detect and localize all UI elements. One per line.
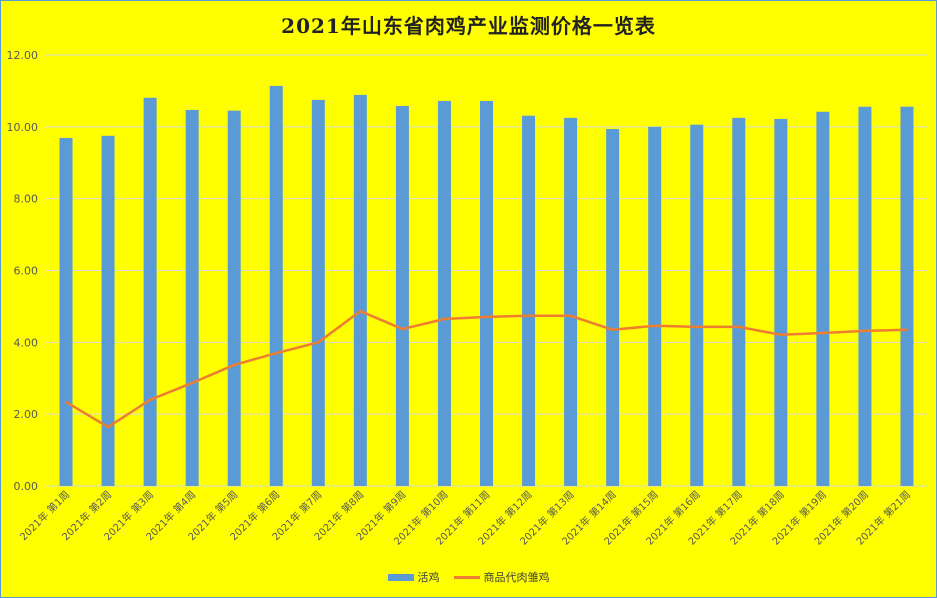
line-point-19 bbox=[821, 331, 825, 335]
y-tick-label: 6.00 bbox=[14, 265, 39, 278]
y-tick-label: 2.00 bbox=[14, 408, 39, 421]
line-point-16 bbox=[695, 325, 698, 329]
legend-swatch-bar bbox=[387, 573, 414, 581]
y-tick-label: 8.00 bbox=[14, 193, 39, 206]
bar-3 bbox=[143, 97, 157, 486]
bar-6 bbox=[269, 85, 283, 486]
bar-2 bbox=[101, 135, 115, 486]
line-point-4 bbox=[190, 381, 194, 385]
line-point-17 bbox=[737, 325, 740, 329]
line-point-2 bbox=[106, 425, 110, 429]
line-point-8 bbox=[359, 309, 362, 313]
legend-swatch-line bbox=[453, 575, 480, 579]
legend-item-chick: 商品代肉雏鸡 bbox=[453, 569, 550, 585]
line-point-1 bbox=[64, 400, 68, 404]
line-point-15 bbox=[653, 324, 656, 328]
line-point-11 bbox=[485, 315, 488, 319]
bar-11 bbox=[480, 100, 493, 487]
bar-15 bbox=[648, 126, 662, 486]
line-point-3 bbox=[148, 398, 152, 401]
line-point-20 bbox=[863, 329, 867, 333]
bar-5 bbox=[227, 110, 241, 486]
bar-14 bbox=[606, 128, 620, 486]
line-point-12 bbox=[527, 314, 530, 317]
y-tick-label: 12.00 bbox=[7, 49, 39, 62]
line-point-18 bbox=[779, 333, 783, 336]
bar-8 bbox=[353, 94, 367, 487]
bar-18 bbox=[774, 118, 788, 486]
bar-1 bbox=[59, 137, 73, 486]
line-point-10 bbox=[443, 317, 446, 321]
legend-label: 商品代肉雏鸡 bbox=[483, 571, 550, 584]
bar-21 bbox=[900, 106, 914, 486]
legend-item-live-chicken: 活鸡 bbox=[387, 569, 440, 585]
bar-17 bbox=[732, 117, 746, 487]
line-point-21 bbox=[905, 328, 909, 331]
bar-10 bbox=[437, 100, 451, 487]
line-point-5 bbox=[233, 363, 236, 367]
legend: 活鸡 商品代肉雏鸡 bbox=[0, 569, 937, 585]
bar-7 bbox=[311, 99, 325, 486]
bar-9 bbox=[395, 106, 409, 487]
line-point-13 bbox=[569, 314, 572, 317]
line-point-7 bbox=[317, 341, 320, 344]
bar-16 bbox=[690, 124, 704, 486]
line-point-14 bbox=[611, 328, 614, 331]
bar-4 bbox=[185, 109, 199, 486]
line-point-9 bbox=[401, 327, 404, 331]
y-tick-label: 10.00 bbox=[7, 121, 39, 134]
bar-12 bbox=[522, 115, 536, 487]
bar-13 bbox=[564, 117, 578, 487]
y-tick-label: 0.00 bbox=[14, 480, 39, 493]
bar-20 bbox=[858, 106, 872, 486]
y-tick-label: 4.00 bbox=[14, 336, 39, 349]
chart-title: 2021年山东省肉鸡产业监测价格一览表 bbox=[281, 14, 656, 38]
line-point-6 bbox=[275, 351, 278, 355]
bar-19 bbox=[816, 111, 830, 486]
legend-label: 活鸡 bbox=[417, 571, 440, 584]
